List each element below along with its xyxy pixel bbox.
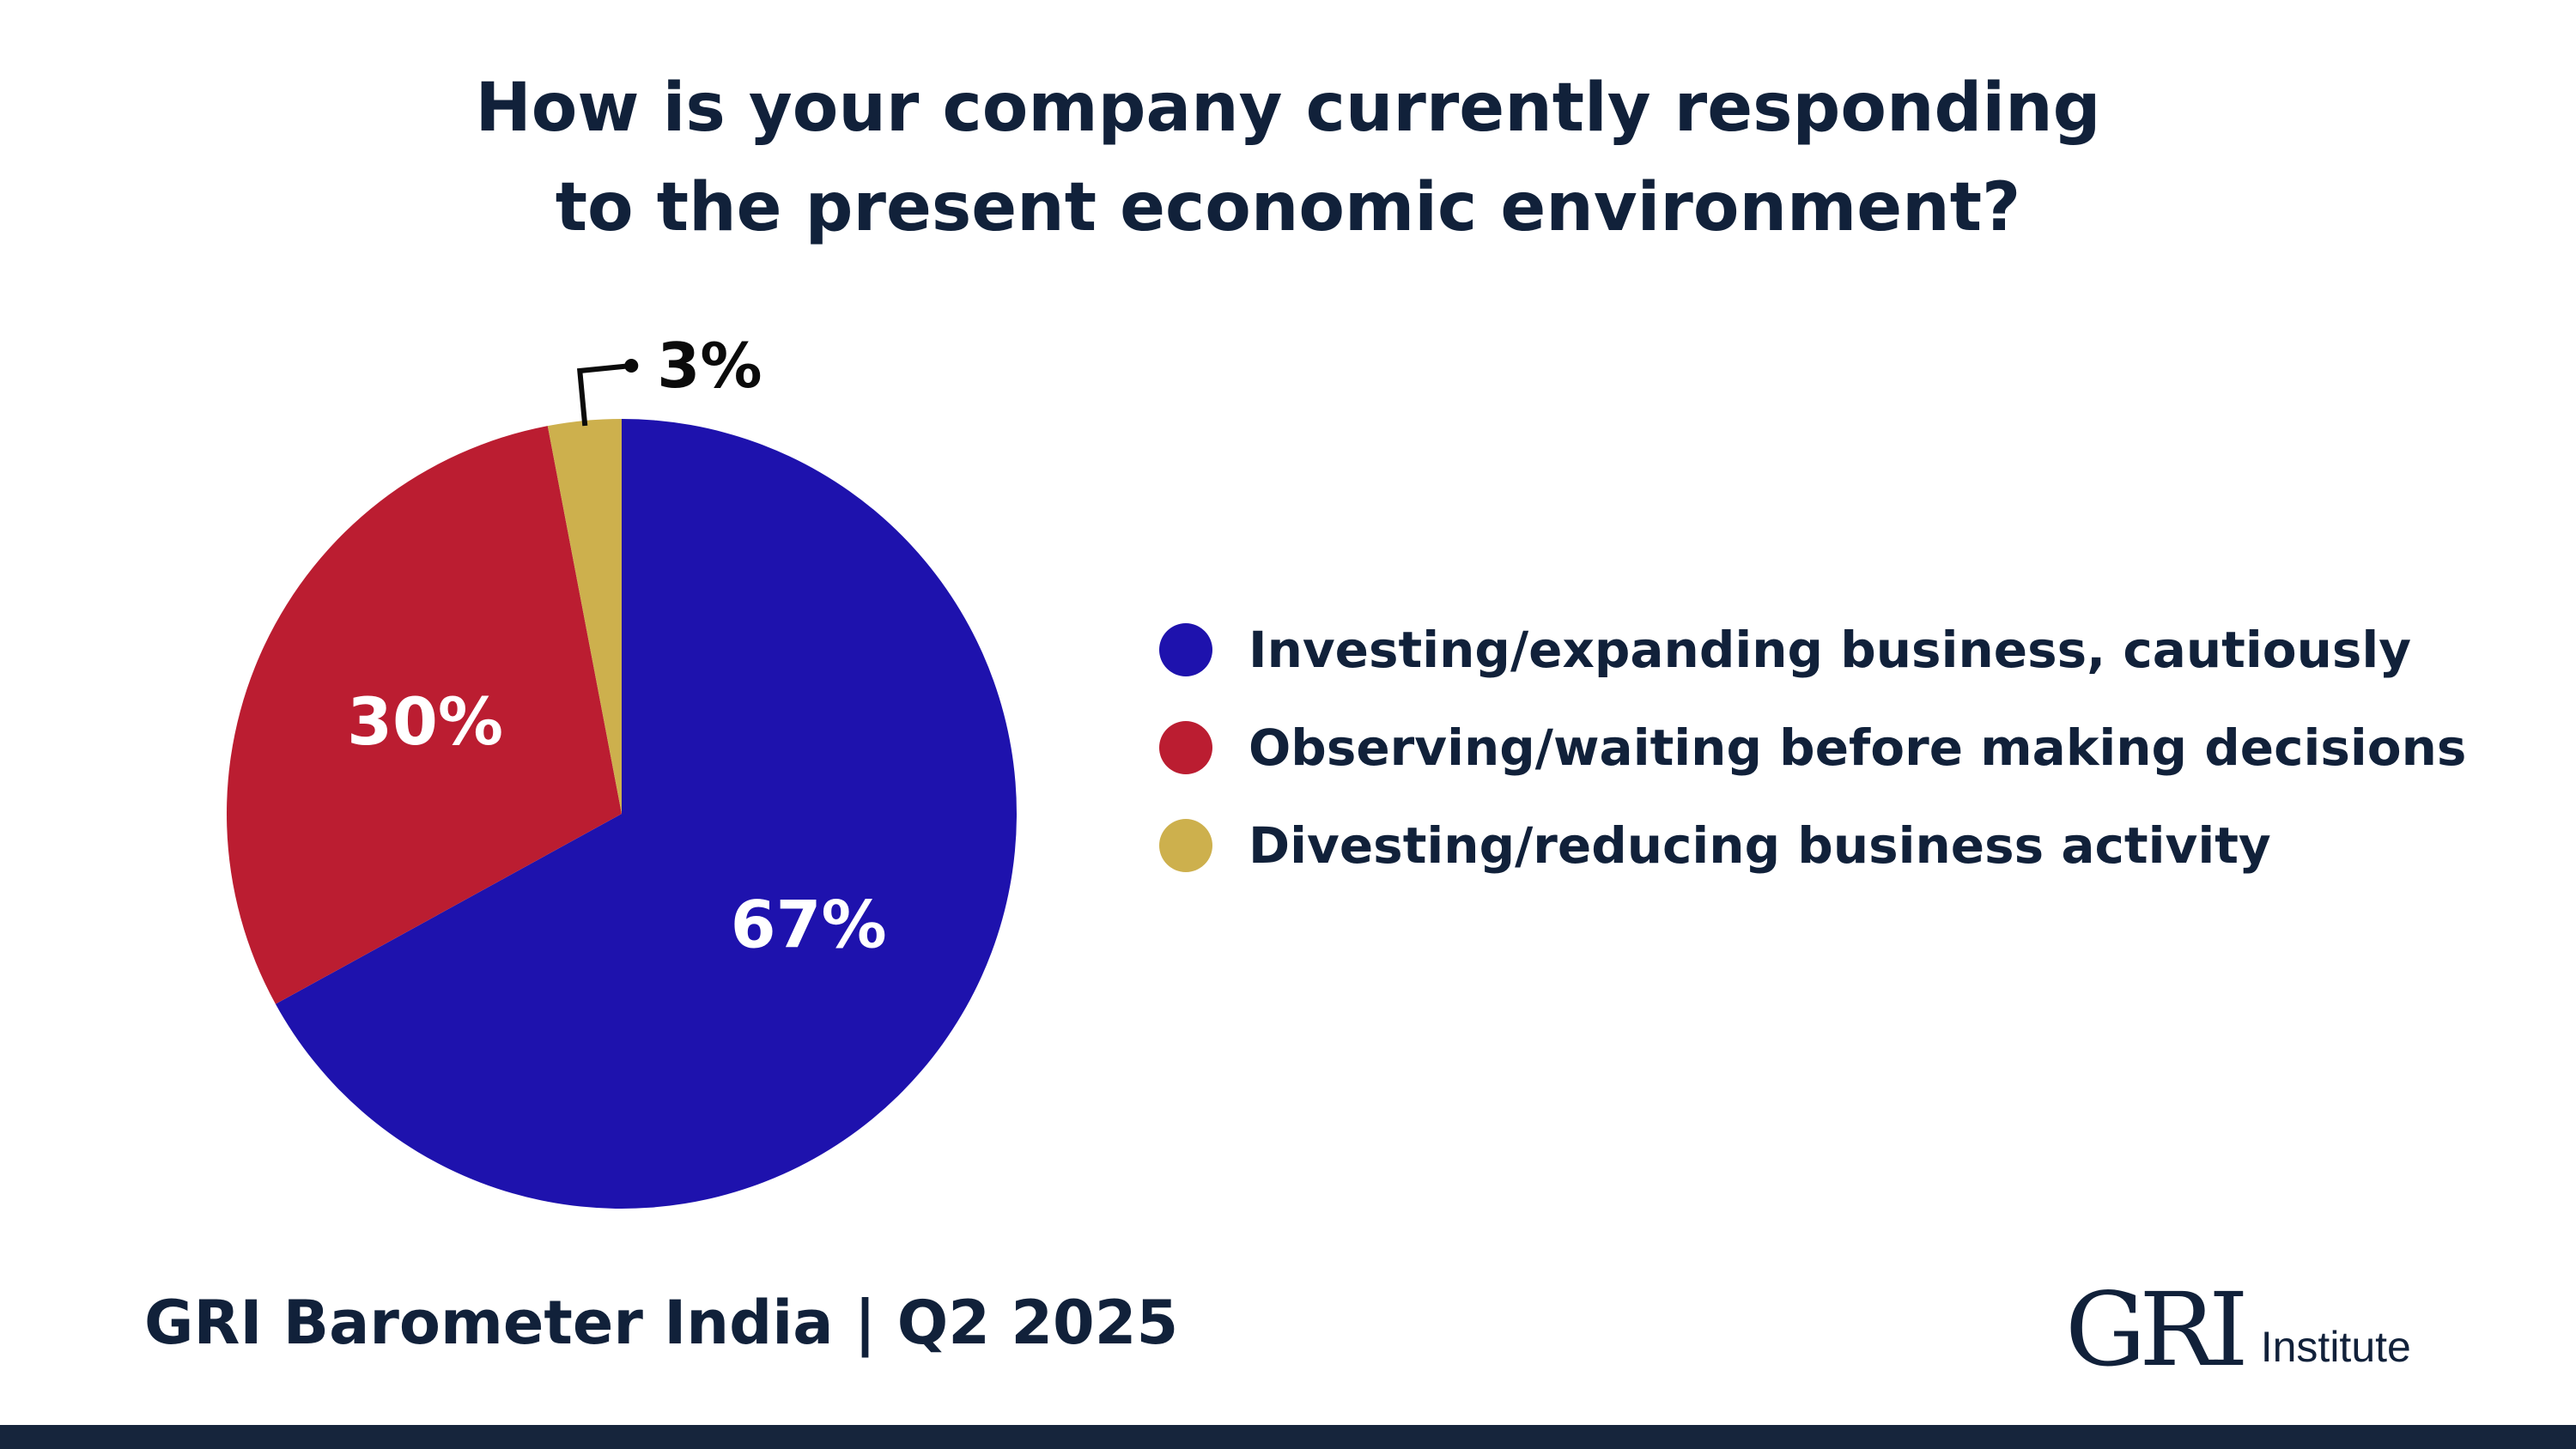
legend-swatch-investing xyxy=(1159,623,1212,676)
legend-swatch-observing xyxy=(1159,721,1212,774)
legend-label-observing: Observing/waiting before making decision… xyxy=(1249,718,2467,777)
chart-title-line-1: How is your company currently responding xyxy=(475,70,2101,147)
pie-slice-observing xyxy=(227,426,622,1004)
legend-label-investing: Investing/expanding business, cautiously xyxy=(1249,621,2412,679)
pie-callout-line xyxy=(577,363,632,427)
logo-mark: GRI xyxy=(2065,1270,2249,1389)
legend-item-observing: Observing/waiting before making decision… xyxy=(1159,699,2466,797)
pie-label-observing: 30% xyxy=(347,683,503,760)
pie-callout-dot xyxy=(624,359,639,373)
legend-label-divesting: Divesting/reducing business activity xyxy=(1249,816,2271,875)
logo-subtitle: Institute xyxy=(2260,1323,2411,1371)
pie-label-investing: 67% xyxy=(731,886,887,962)
source-label: GRI Barometer India | Q2 2025 xyxy=(144,1288,1179,1358)
legend-item-investing: Investing/expanding business, cautiously xyxy=(1159,601,2466,699)
legend-swatch-divesting xyxy=(1159,819,1212,872)
chart-title-line-2: to the present economic environment? xyxy=(555,169,2021,246)
chart-legend: Investing/expanding business, cautiously… xyxy=(1159,601,2466,894)
bottom-bar xyxy=(0,1425,2576,1449)
chart-title: How is your company currently responding… xyxy=(0,58,2576,258)
gri-institute-logo: GRI Institute xyxy=(2065,1279,2411,1380)
pie-label-divesting: 3% xyxy=(657,330,762,402)
pie-slice-investing xyxy=(275,419,1018,1209)
legend-item-divesting: Divesting/reducing business activity xyxy=(1159,797,2466,894)
pie-slice-divesting xyxy=(547,419,622,814)
